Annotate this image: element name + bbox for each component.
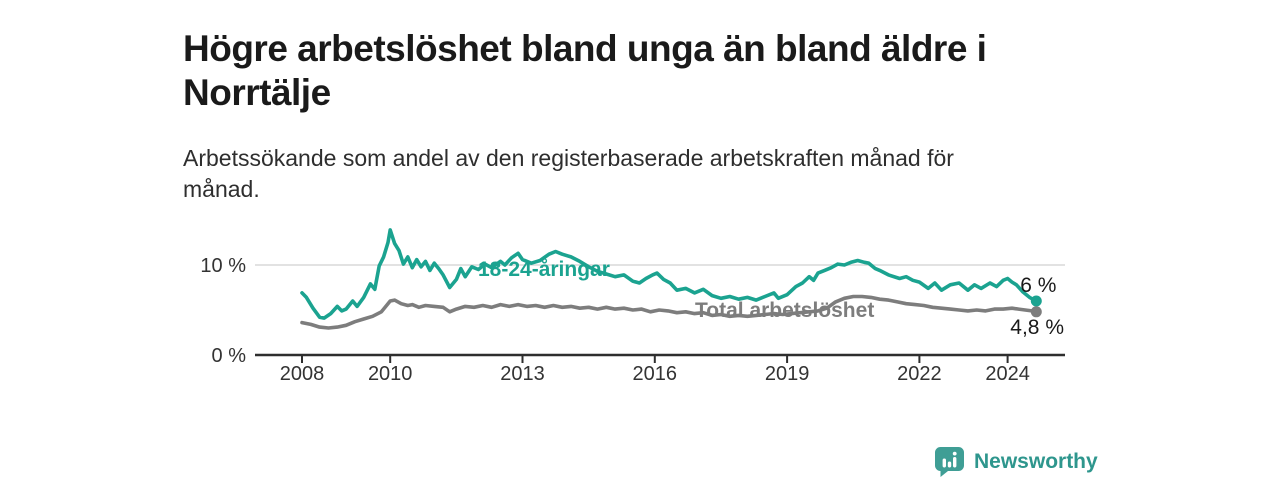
x-tick-label: 2010 [368,363,413,385]
end-dot-youth [1030,295,1042,307]
chart-subtitle: Arbetssökande som andel av den registerb… [183,145,954,202]
x-tick-label: 2008 [280,363,325,385]
x-tick-label: 2013 [500,363,545,385]
series-label-total: Total arbetslöshet [695,299,874,322]
newsworthy-wordmark: Newsworthy [974,449,1098,473]
series-end-markers: 6 % 4,8 % [1010,274,1064,339]
x-tick-label: 2016 [633,363,678,385]
series-label-youth: 18-24-åringar [478,258,610,281]
x-axis-ticks: 2008 2010 2013 2016 2019 2022 2024 [280,355,1030,385]
series-lines [300,228,1039,330]
page-title: Högre arbetslöshet bland unga än bland ä… [183,27,987,113]
x-tick-label: 2019 [765,363,810,385]
x-tick-label: 2024 [985,363,1030,385]
y-tick-label-10: 10 % [200,255,246,277]
end-value-label-youth: 6 % [1020,274,1056,297]
y-tick-label-0: 0 % [212,345,247,367]
end-dot-total [1030,306,1042,318]
x-tick-label: 2022 [897,363,942,385]
chart-area: 18-24-åringar Total arbetslöshet 6 % 4,8 … [180,210,1100,400]
end-value-label-total: 4,8 % [1010,316,1064,339]
newsworthy-bars-icon [935,447,964,477]
line-youth [300,228,1039,320]
line-total [300,294,1039,330]
newsworthy-logo[interactable]: Newsworthy [934,446,1098,477]
unemployment-chart: 18-24-åringar Total arbetslöshet 6 % 4,8 … [200,228,1065,385]
